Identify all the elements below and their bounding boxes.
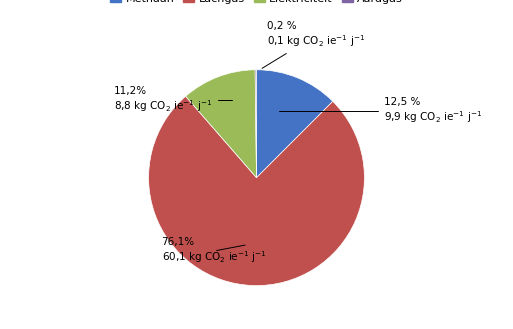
Wedge shape [186,70,256,178]
Wedge shape [256,70,333,178]
Text: 12,5 %
9,9 kg CO$_2$ ie$^{-1}$ j$^{-1}$: 12,5 % 9,9 kg CO$_2$ ie$^{-1}$ j$^{-1}$ [279,97,482,125]
Wedge shape [149,96,364,286]
Text: 11,2%
8,8 kg CO$_2$ ie$^{-1}$ j$^{-1}$: 11,2% 8,8 kg CO$_2$ ie$^{-1}$ j$^{-1}$ [114,86,232,114]
Legend: Methaan, Lachgas, Elektriciteit, Aardgas: Methaan, Lachgas, Elektriciteit, Aardgas [106,0,407,8]
Wedge shape [255,70,256,178]
Text: 0,2 %
0,1 kg CO$_2$ ie$^{-1}$ j$^{-1}$: 0,2 % 0,1 kg CO$_2$ ie$^{-1}$ j$^{-1}$ [262,21,365,68]
Text: 76,1%
60,1 kg CO$_2$ ie$^{-1}$ j$^{-1}$: 76,1% 60,1 kg CO$_2$ ie$^{-1}$ j$^{-1}$ [162,237,266,265]
